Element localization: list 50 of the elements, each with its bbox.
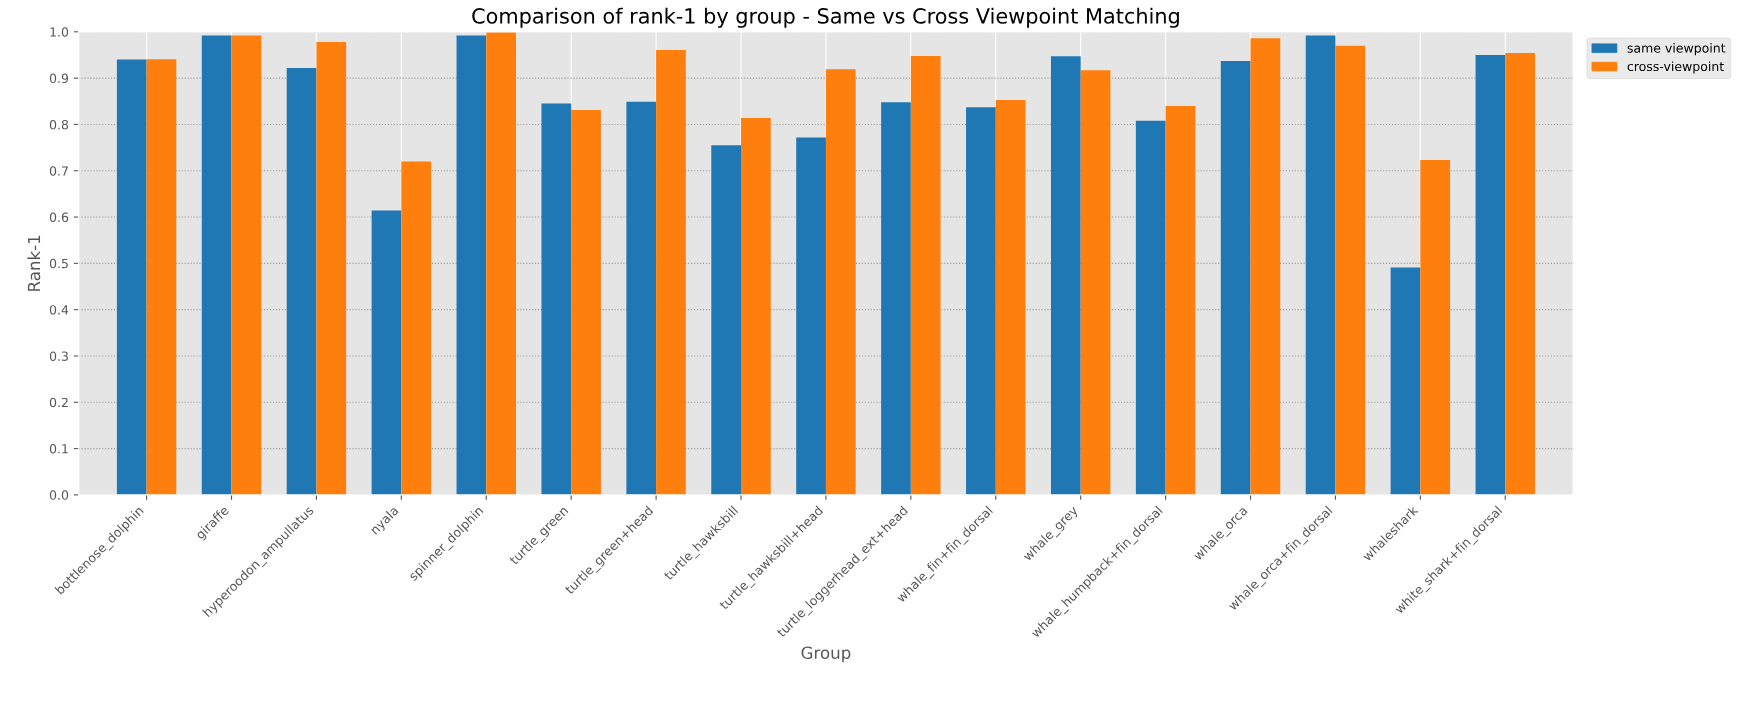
bar [825,69,856,495]
legend-label: same viewpoint [1627,43,1726,56]
bar [741,117,771,495]
bar [116,59,147,495]
y-tick-label: 0.3 [49,351,68,361]
bar [1165,105,1196,495]
bar [995,99,1026,495]
bar [1390,267,1421,495]
bar [456,35,487,495]
bar [1135,120,1166,495]
y-tick-label: 0.0 [49,490,69,500]
x-axis-title: Group [801,646,851,663]
bar [881,102,911,495]
y-axis-title: Rank-1 [27,235,41,291]
y-tick-label: 0.4 [49,305,69,315]
bar [201,35,232,495]
chart-title: Comparison of rank-1 by group - Same vs Cross Viewpoint Matching [472,7,1179,28]
bar [796,137,826,495]
y-tick-label: 0.9 [49,73,69,84]
bar [316,42,347,495]
bar [1335,45,1366,495]
bar [1305,35,1336,495]
bar [231,35,262,495]
y-tick-label: 0.6 [49,212,69,222]
bar [571,110,601,495]
bar [1220,60,1251,495]
bar [966,107,996,495]
bar [711,145,742,495]
bar [401,161,432,495]
y-tick-label: 0.5 [49,258,68,269]
bar [1080,70,1111,495]
bar [1475,54,1506,495]
bar [541,103,572,495]
bar [486,31,516,495]
y-tick-label: 0.7 [49,166,68,176]
bar [656,49,686,495]
bar [1250,38,1281,495]
bar [1505,53,1535,495]
bar [1050,56,1081,495]
y-tick-label: 0.8 [49,119,69,130]
y-tick-label: 0.2 [49,397,68,408]
bar [910,55,941,495]
legend-label: cross-viewpoint [1627,61,1724,74]
y-tick-label: 0.1 [49,444,68,454]
bar [286,67,317,495]
y-tick-label: 1.0 [50,27,69,37]
bar [146,59,177,495]
bar [1420,160,1451,495]
bar [626,101,657,495]
bar [371,210,402,495]
